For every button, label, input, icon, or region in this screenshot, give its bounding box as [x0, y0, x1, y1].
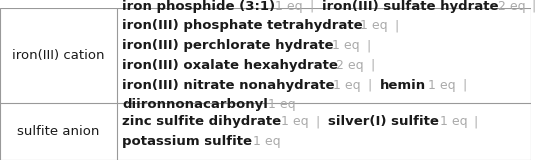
- Text: iron(III) oxalate hexahydrate: iron(III) oxalate hexahydrate: [122, 59, 338, 72]
- Text: |: |: [359, 39, 379, 52]
- Text: 2 eq: 2 eq: [336, 59, 364, 72]
- Text: iron(III) cation: iron(III) cation: [12, 49, 105, 62]
- Text: 1 eq: 1 eq: [332, 39, 360, 52]
- Text: 1 eq: 1 eq: [333, 79, 360, 92]
- Text: 1 eq: 1 eq: [253, 135, 280, 148]
- Text: 1 eq: 1 eq: [268, 98, 296, 111]
- Text: hemin: hemin: [379, 79, 426, 92]
- Text: |: |: [524, 0, 545, 13]
- Text: |: |: [455, 79, 476, 92]
- Text: iron(III) phosphate tetrahydrate: iron(III) phosphate tetrahydrate: [122, 19, 363, 32]
- Text: |: |: [363, 59, 383, 72]
- Text: 1 eq: 1 eq: [281, 115, 308, 128]
- Text: 1 eq: 1 eq: [440, 115, 467, 128]
- Text: potassium sulfite: potassium sulfite: [122, 135, 252, 148]
- Text: iron phosphide (3:1): iron phosphide (3:1): [122, 0, 275, 13]
- Text: 2 eq: 2 eq: [497, 0, 525, 13]
- Text: iron(III) perchlorate hydrate: iron(III) perchlorate hydrate: [122, 39, 334, 52]
- Text: iron(III) nitrate nonahydrate: iron(III) nitrate nonahydrate: [122, 79, 335, 92]
- Text: 1 eq: 1 eq: [360, 19, 388, 32]
- Text: |: |: [302, 0, 322, 13]
- Text: 1 eq: 1 eq: [429, 79, 456, 92]
- Text: diironnonacarbonyl: diironnonacarbonyl: [122, 98, 268, 111]
- Text: silver(I) sulfite: silver(I) sulfite: [328, 115, 438, 128]
- Text: |: |: [360, 79, 380, 92]
- Text: zinc sulfite dihydrate: zinc sulfite dihydrate: [122, 115, 281, 128]
- Text: sulfite anion: sulfite anion: [17, 125, 99, 138]
- Text: |: |: [387, 19, 407, 32]
- Text: iron(III) sulfate hydrate: iron(III) sulfate hydrate: [322, 0, 498, 13]
- Text: |: |: [308, 115, 328, 128]
- Text: |: |: [466, 115, 486, 128]
- Text: 1 eq: 1 eq: [275, 0, 303, 13]
